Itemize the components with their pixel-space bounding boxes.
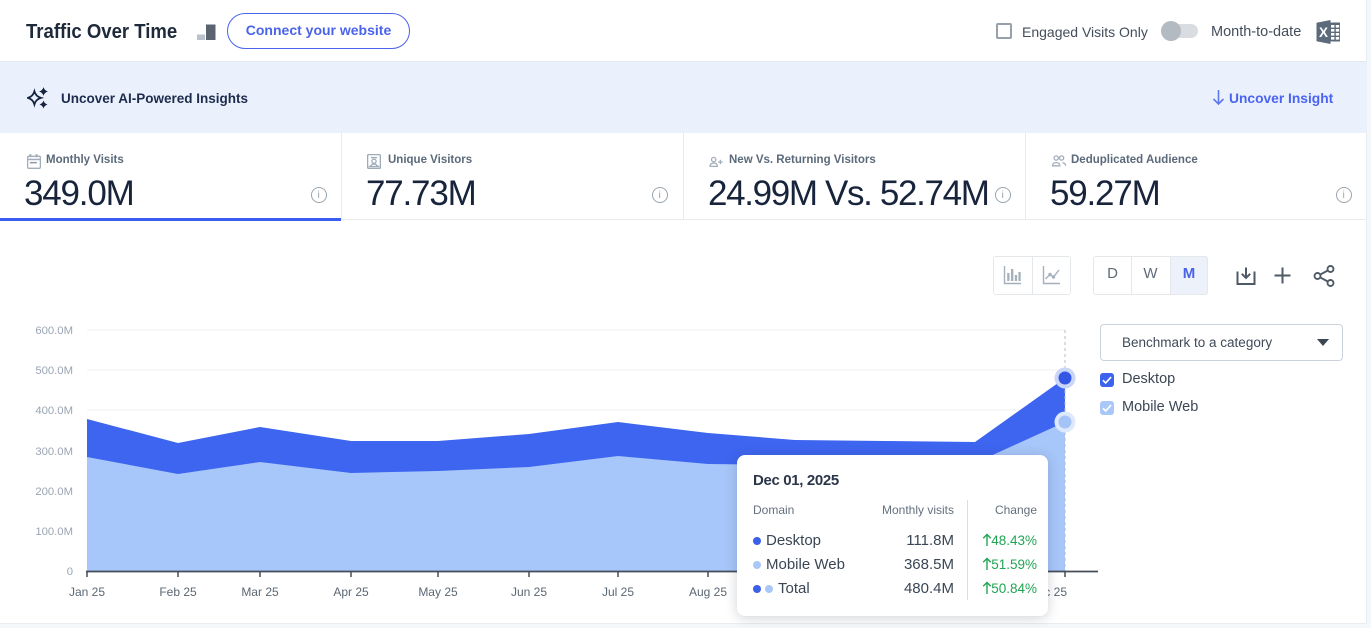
- svg-text:Apr 25: Apr 25: [333, 585, 369, 599]
- svg-text:300.0M: 300.0M: [35, 446, 73, 458]
- svg-text:Feb 25: Feb 25: [159, 585, 197, 599]
- svg-text:500.0M: 500.0M: [35, 365, 73, 377]
- svg-text:May 25: May 25: [418, 585, 458, 599]
- svg-text:0: 0: [67, 566, 73, 578]
- svg-text:Jan 25: Jan 25: [69, 585, 105, 599]
- svg-text:200.0M: 200.0M: [35, 486, 73, 498]
- svg-text:Jun 25: Jun 25: [511, 585, 547, 599]
- svg-text:Mar 25: Mar 25: [241, 585, 279, 599]
- svg-text:400.0M: 400.0M: [35, 405, 73, 417]
- svg-text:100.0M: 100.0M: [35, 526, 73, 538]
- svg-text:Aug 25: Aug 25: [689, 585, 727, 599]
- svg-text:600.0M: 600.0M: [35, 325, 73, 337]
- svg-text:Jul 25: Jul 25: [602, 585, 634, 599]
- svg-text:X: X: [1319, 25, 1328, 40]
